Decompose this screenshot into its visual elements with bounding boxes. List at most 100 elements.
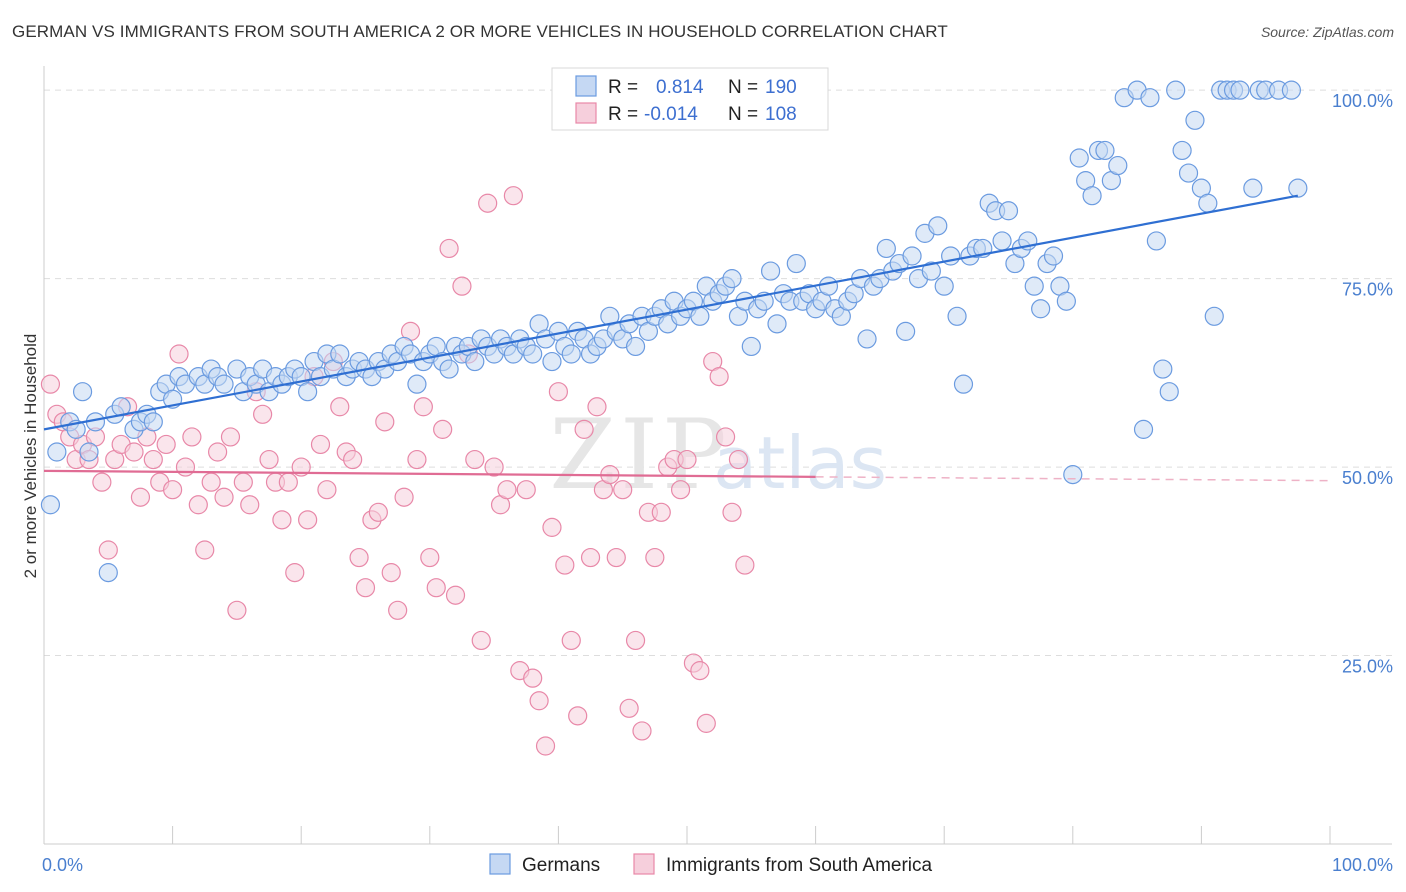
germans-point bbox=[947, 306, 967, 326]
immigrants-point bbox=[368, 502, 388, 522]
immigrants-point bbox=[253, 404, 273, 424]
stats-r-value-germans: 0.814 bbox=[656, 77, 704, 98]
germans-point bbox=[330, 344, 350, 364]
series-germans bbox=[40, 80, 1308, 583]
immigrants-point bbox=[233, 472, 253, 492]
germans-point bbox=[439, 359, 459, 379]
immigrants-point bbox=[394, 487, 414, 507]
immigrants-point bbox=[182, 427, 202, 447]
y-tick-label: 100.0% bbox=[1332, 91, 1393, 111]
germans-point bbox=[465, 351, 485, 372]
germans-point bbox=[876, 238, 896, 259]
immigrants-point bbox=[407, 449, 427, 470]
germans-point bbox=[690, 306, 710, 326]
germans-point bbox=[818, 276, 839, 296]
trend-line-germans bbox=[43, 194, 1299, 431]
immigrants-point bbox=[478, 193, 498, 213]
immigrants-point bbox=[529, 691, 549, 711]
immigrants-point bbox=[169, 344, 189, 364]
germans-point bbox=[1063, 465, 1083, 485]
germans-point bbox=[760, 261, 781, 281]
germans-point bbox=[741, 336, 761, 357]
germans-point bbox=[1069, 148, 1089, 168]
germans-point bbox=[1185, 110, 1205, 130]
immigrants-point bbox=[156, 434, 176, 455]
immigrants-point bbox=[632, 721, 652, 741]
immigrants-point bbox=[355, 578, 376, 598]
immigrants-point bbox=[606, 547, 626, 568]
immigrants-point bbox=[548, 382, 569, 402]
immigrants-point bbox=[426, 578, 446, 598]
germans-point bbox=[625, 336, 646, 357]
immigrants-point bbox=[677, 449, 697, 470]
y-tick-label: 25.0% bbox=[1342, 657, 1393, 677]
immigrants-point bbox=[40, 374, 61, 394]
germans-point bbox=[934, 276, 954, 296]
germans-point bbox=[921, 261, 941, 281]
legend-swatch-germans bbox=[489, 853, 511, 875]
stats-r-label-germans: R = bbox=[608, 77, 638, 98]
immigrants-point bbox=[420, 547, 440, 568]
germans-point bbox=[1140, 88, 1160, 108]
trend-line-immigrants-extrapolated bbox=[815, 476, 1331, 482]
germans-point bbox=[1031, 299, 1051, 319]
germans-point bbox=[1204, 306, 1224, 326]
germans-point bbox=[98, 563, 118, 583]
immigrants-point bbox=[278, 472, 298, 492]
stats-legend-swatch-germans bbox=[575, 75, 597, 97]
immigrants-point bbox=[298, 510, 318, 530]
immigrants-point bbox=[535, 736, 556, 756]
immigrants-point bbox=[722, 502, 742, 522]
immigrants-point bbox=[175, 457, 196, 477]
germans-point bbox=[1082, 186, 1102, 206]
immigrants-point bbox=[240, 495, 260, 515]
germans-point bbox=[992, 231, 1012, 251]
x-tick-label: 0.0% bbox=[42, 855, 83, 875]
germans-point bbox=[40, 495, 61, 515]
immigrants-point bbox=[516, 480, 536, 500]
germans-point bbox=[1198, 193, 1218, 213]
immigrants-point bbox=[574, 419, 594, 439]
immigrants-point bbox=[452, 276, 472, 296]
immigrants-point bbox=[645, 547, 665, 568]
immigrants-point bbox=[317, 480, 337, 500]
immigrants-point bbox=[484, 457, 504, 477]
immigrants-point bbox=[619, 698, 639, 718]
immigrants-point bbox=[568, 706, 588, 726]
immigrants-point bbox=[523, 668, 543, 688]
immigrants-point bbox=[503, 186, 523, 206]
germans-point bbox=[902, 246, 922, 266]
immigrants-point bbox=[259, 449, 279, 470]
immigrants-point bbox=[433, 419, 453, 439]
immigrants-point bbox=[214, 487, 234, 507]
germans-point bbox=[143, 412, 163, 432]
immigrants-point bbox=[201, 472, 221, 492]
immigrants-point bbox=[343, 449, 363, 470]
germans-point bbox=[1043, 246, 1064, 266]
immigrants-point bbox=[445, 585, 466, 605]
germans-point bbox=[896, 321, 916, 341]
immigrants-point bbox=[124, 442, 144, 462]
immigrants-point bbox=[143, 449, 163, 470]
stats-legend-swatch-immigrants bbox=[575, 102, 597, 124]
immigrants-point bbox=[555, 555, 575, 575]
chart-title: GERMAN VS IMMIGRANTS FROM SOUTH AMERICA … bbox=[12, 22, 948, 41]
immigrants-point bbox=[381, 563, 401, 583]
stats-r-label-immigrants: R = bbox=[608, 104, 638, 125]
immigrants-point bbox=[208, 442, 228, 462]
germans-point bbox=[1108, 155, 1128, 176]
immigrants-point bbox=[413, 397, 433, 417]
immigrants-point bbox=[709, 367, 729, 387]
stats-n-value-immigrants: 108 bbox=[765, 104, 797, 125]
immigrants-point bbox=[471, 630, 491, 651]
immigrants-point bbox=[542, 517, 562, 537]
immigrants-point bbox=[561, 630, 581, 651]
immigrants-point bbox=[227, 600, 247, 620]
immigrants-point bbox=[715, 427, 736, 447]
legend-swatch-immigrants bbox=[633, 853, 655, 875]
germans-point bbox=[407, 374, 427, 394]
series-legend: Germans Immigrants from South America bbox=[489, 853, 933, 876]
immigrants-point bbox=[349, 547, 369, 568]
immigrants-point bbox=[728, 449, 749, 470]
x-tick-labels: 0.0% 100.0% bbox=[42, 855, 1393, 875]
